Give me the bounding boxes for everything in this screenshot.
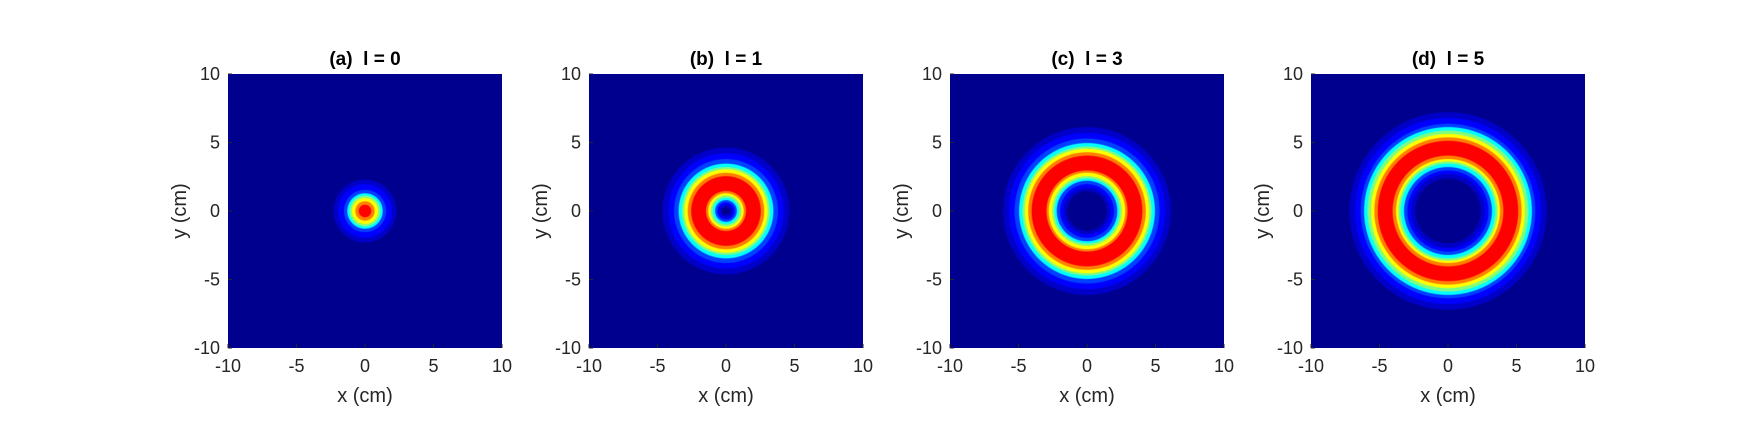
panel-title: (c) l = 3	[1051, 49, 1122, 70]
x-tick-label: -5	[1010, 356, 1026, 376]
panel-2: -10 -5 0 5 10 -10 -5 0 5 10 (b) l = 1 x (cm) y (cm)	[530, 49, 873, 407]
x-tick-label: 5	[1511, 356, 1521, 376]
ticks: -10 -5 0 5 10 -10 -5 0 5 10	[194, 64, 512, 376]
y-axis-label: y (cm)	[169, 183, 191, 239]
intensity-heatmap	[589, 74, 863, 348]
x-tick-label: 0	[1082, 356, 1092, 376]
x-tick-label: 10	[853, 356, 873, 376]
x-tick-label: -10	[576, 356, 602, 376]
y-tick-label: 5	[571, 133, 581, 153]
panel-title: (a) l = 0	[329, 49, 400, 70]
ticks: -10 -5 0 5 10 -10 -5 0 5 10	[555, 64, 873, 376]
x-axis-label: x (cm)	[1420, 385, 1476, 407]
x-tick-label: 5	[428, 356, 438, 376]
y-tick-label: 10	[922, 64, 942, 84]
panel-4: -10 -5 0 5 10 -10 -5 0 5 10 (d) l = 5 x (cm) y (cm)	[1252, 49, 1595, 407]
y-tick-label: -10	[194, 338, 220, 358]
x-tick-label: 10	[492, 356, 512, 376]
y-tick-label: 5	[1293, 133, 1303, 153]
y-tick-label: -5	[926, 270, 942, 290]
y-tick-label: 0	[571, 201, 581, 221]
y-tick-label: 0	[932, 201, 942, 221]
y-tick-label: -10	[1277, 338, 1303, 358]
y-tick-label: 0	[210, 201, 220, 221]
x-tick-label: -10	[937, 356, 963, 376]
x-tick-label: 5	[1150, 356, 1160, 376]
x-tick-label: 0	[1443, 356, 1453, 376]
x-tick-label: 5	[789, 356, 799, 376]
x-tick-label: 10	[1214, 356, 1234, 376]
x-tick-label: -10	[1298, 356, 1324, 376]
y-axis-label: y (cm)	[891, 183, 913, 239]
x-axis-label: x (cm)	[337, 385, 393, 407]
x-tick-label: 10	[1575, 356, 1595, 376]
panel-title: (b) l = 1	[690, 49, 763, 70]
x-axis-label: x (cm)	[698, 385, 754, 407]
intensity-heatmap	[1311, 74, 1585, 348]
y-tick-label: 5	[932, 133, 942, 153]
y-tick-label: -10	[916, 338, 942, 358]
x-tick-label: -5	[288, 356, 304, 376]
y-tick-label: 0	[1293, 201, 1303, 221]
intensity-heatmap	[950, 74, 1224, 348]
y-axis-label: y (cm)	[530, 183, 552, 239]
x-axis-label: x (cm)	[1059, 385, 1115, 407]
y-tick-label: 10	[1283, 64, 1303, 84]
panel-title: (d) l = 5	[1412, 49, 1485, 70]
y-tick-label: -5	[204, 270, 220, 290]
y-tick-label: 10	[200, 64, 220, 84]
y-tick-label: -5	[565, 270, 581, 290]
ticks: -10 -5 0 5 10 -10 -5 0 5 10	[1277, 64, 1595, 376]
x-tick-label: 0	[721, 356, 731, 376]
x-tick-label: -10	[215, 356, 241, 376]
x-tick-label: -5	[649, 356, 665, 376]
panel-1: -10 -5 0 5 10 -10 -5 0 5 10 (a) l = 0 x (cm) y (cm)	[169, 49, 512, 407]
panel-3: -10 -5 0 5 10 -10 -5 0 5 10 (c) l = 3 x (cm) y (cm)	[891, 49, 1234, 407]
y-tick-label: -10	[555, 338, 581, 358]
x-tick-label: 0	[360, 356, 370, 376]
y-tick-label: 5	[210, 133, 220, 153]
ticks: -10 -5 0 5 10 -10 -5 0 5 10	[916, 64, 1234, 376]
y-tick-label: -5	[1287, 270, 1303, 290]
y-axis-label: y (cm)	[1252, 183, 1274, 239]
x-tick-label: -5	[1371, 356, 1387, 376]
intensity-heatmap	[228, 74, 502, 348]
y-tick-label: 10	[561, 64, 581, 84]
